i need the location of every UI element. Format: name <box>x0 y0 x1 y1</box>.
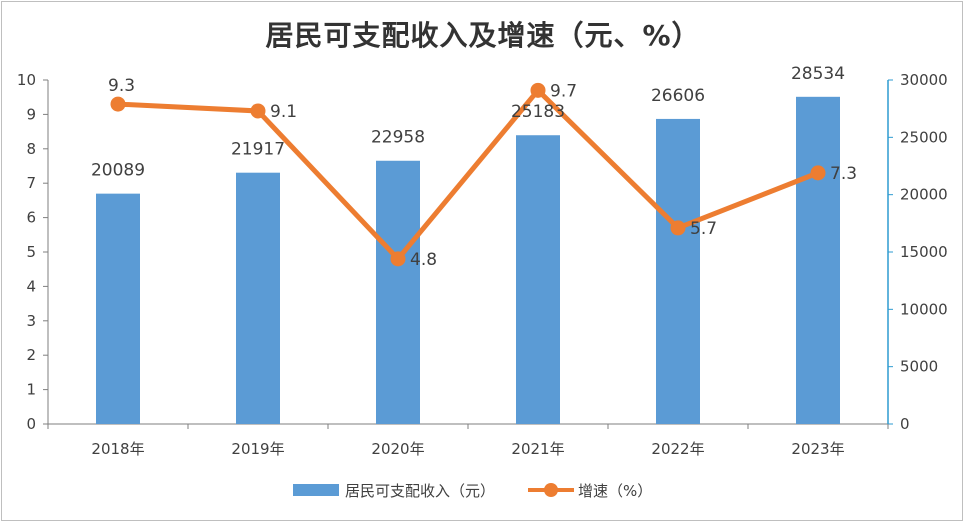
income-data-label: 28534 <box>791 64 845 84</box>
right-tick-label: 30000 <box>900 71 948 89</box>
income-bar <box>376 160 420 424</box>
income-bar <box>236 172 280 424</box>
income-data-label: 21917 <box>231 140 285 160</box>
left-tick-label: 5 <box>26 243 36 261</box>
growth-data-label: 5.7 <box>690 219 717 239</box>
left-tick-label: 7 <box>26 174 36 192</box>
legend-swatch-growth <box>528 483 574 497</box>
x-tick-label: 2021年 <box>511 440 564 458</box>
legend-swatch-income <box>293 484 339 496</box>
left-tick-label: 10 <box>17 71 36 89</box>
growth-point <box>530 82 546 98</box>
x-tick-label: 2022年 <box>651 440 704 458</box>
income-data-label: 25183 <box>511 102 565 122</box>
right-tick-label: 0 <box>900 415 910 433</box>
growth-point <box>810 165 826 181</box>
x-tick-label: 2018年 <box>91 440 144 458</box>
left-tick-label: 2 <box>26 346 36 364</box>
left-tick-label: 9 <box>26 105 36 123</box>
income-data-label: 20089 <box>91 161 145 181</box>
legend-label-growth: 增速（%） <box>578 481 653 500</box>
growth-data-label: 9.7 <box>550 81 577 101</box>
growth-point <box>110 96 126 112</box>
growth-data-label: 9.3 <box>108 76 135 96</box>
income-data-label: 26606 <box>651 86 705 106</box>
income-bar <box>516 135 560 425</box>
right-tick-label: 10000 <box>900 300 948 318</box>
right-tick-label: 15000 <box>900 243 948 261</box>
growth-point <box>390 251 406 267</box>
left-tick-label: 4 <box>26 277 36 295</box>
chart-title: 居民可支配收入及增速（元、%） <box>265 19 701 52</box>
growth-line <box>117 87 819 262</box>
income-bar <box>96 193 140 424</box>
right-tick-label: 5000 <box>900 358 938 376</box>
left-tick-label: 3 <box>26 312 36 330</box>
income-data-label: 22958 <box>371 128 425 148</box>
income-bar <box>656 118 700 424</box>
chart-legend: 居民可支配收入（元） 增速（%） <box>0 478 966 502</box>
right-tick-label: 25000 <box>900 128 948 146</box>
left-tick-label: 6 <box>26 209 36 227</box>
left-tick-label: 8 <box>26 140 36 158</box>
left-tick-label: 1 <box>26 381 36 399</box>
x-tick-label: 2020年 <box>371 440 424 458</box>
growth-data-label: 4.8 <box>410 250 437 270</box>
legend-label-income: 居民可支配收入（元） <box>345 481 496 500</box>
growth-data-label: 9.1 <box>270 102 297 122</box>
x-tick-label: 2019年 <box>231 440 284 458</box>
income-bar <box>796 96 840 425</box>
right-tick-label: 20000 <box>900 186 948 204</box>
legend-item-income: 居民可支配收入（元） <box>293 478 495 502</box>
left-tick-label: 0 <box>26 415 36 433</box>
x-tick-label: 2023年 <box>791 440 844 458</box>
growth-point <box>670 220 686 236</box>
legend-item-growth: 增速（%） <box>528 478 652 502</box>
growth-point <box>250 103 266 119</box>
growth-data-label: 7.3 <box>830 164 857 184</box>
